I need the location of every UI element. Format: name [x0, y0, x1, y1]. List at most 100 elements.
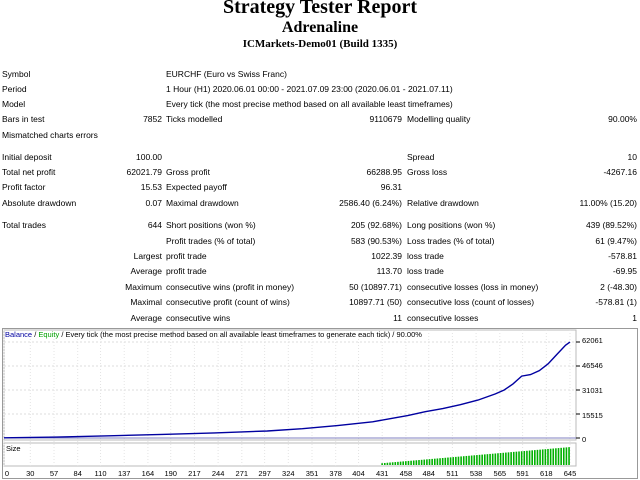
- model-value: Every tick (the most precise method base…: [166, 99, 453, 109]
- x-tick: 431: [375, 469, 389, 478]
- period-value: 1 Hour (H1) 2020.06.01 00:00 - 2021.07.0…: [166, 84, 453, 94]
- size-bar: [557, 448, 560, 465]
- size-label: Size: [6, 444, 21, 453]
- x-tick: 110: [94, 469, 107, 478]
- quality-label: Modelling quality: [407, 114, 471, 124]
- size-bar: [431, 458, 433, 465]
- x-tick: 404: [352, 469, 365, 478]
- absdd-value: 0.07: [145, 198, 162, 208]
- size-bar: [499, 453, 502, 465]
- balance-chart: Balance / Equity / Every tick (the most …: [2, 328, 638, 479]
- largest-label: Largest: [133, 251, 162, 261]
- size-bar: [562, 447, 565, 465]
- x-tick: 511: [446, 469, 459, 478]
- maxdd-value: 2586.40 (6.24%): [339, 198, 402, 208]
- x-tick: 271: [235, 469, 249, 478]
- total-trades-value: 644: [147, 220, 162, 230]
- avg-wins-label: consecutive wins: [166, 313, 231, 323]
- size-bar: [423, 459, 426, 465]
- x-tick: 645: [563, 469, 577, 478]
- legend-balance: Balance: [5, 330, 33, 339]
- reldd-value: 11.00% (15.20): [579, 198, 638, 208]
- avg-wins-value: 11: [393, 313, 402, 323]
- average-loss-value: -69.95: [612, 266, 637, 276]
- size-bar: [476, 455, 478, 465]
- average-label: Average: [130, 266, 162, 276]
- size-bar: [536, 449, 539, 465]
- size-bar: [568, 447, 570, 465]
- maximal-profit-label: consecutive profit (count of wins): [166, 297, 290, 307]
- y-tick: 62061: [582, 336, 603, 345]
- avg-losses-label: consecutive losses: [407, 313, 479, 323]
- size-bar: [491, 453, 494, 465]
- size-bar: [436, 458, 439, 465]
- size-bar: [526, 450, 528, 465]
- size-bar: [552, 448, 555, 465]
- maximum-label: Maximum: [125, 282, 162, 292]
- size-bar: [507, 452, 510, 465]
- maximal-loss-value: -578.81 (1): [595, 297, 637, 307]
- legend-separator: /: [32, 330, 39, 339]
- max-wins-value: 50 (10897.71): [349, 282, 402, 292]
- size-bar: [399, 461, 402, 465]
- size-bar: [465, 455, 468, 465]
- loss-trades-value: 61 (9.47%): [595, 236, 637, 246]
- chart-subtitle: / Every tick (the most precise method ba…: [59, 330, 422, 339]
- size-bar: [441, 458, 444, 465]
- size-bar: [420, 459, 423, 465]
- long-label: Long positions (won %): [407, 220, 496, 230]
- max-losses-label: consecutive losses (loss in money): [407, 282, 539, 292]
- size-bar: [457, 456, 460, 465]
- x-tick: 0: [4, 469, 10, 478]
- size-bar: [534, 450, 536, 465]
- size-bar: [560, 447, 562, 465]
- maximal-label: Maximal: [130, 297, 162, 307]
- x-tick: 618: [540, 469, 553, 478]
- size-bar: [439, 458, 441, 465]
- netprofit-value: 62021.79: [126, 167, 162, 177]
- size-bar: [473, 455, 476, 465]
- x-tick: 538: [469, 469, 483, 478]
- size-bar: [428, 459, 431, 465]
- netprofit-label: Total net profit: [2, 167, 56, 177]
- ticks-value: 9110679: [369, 114, 402, 124]
- size-bar: [418, 460, 420, 465]
- largest-loss-label: loss trade: [407, 251, 444, 261]
- size-bar: [531, 450, 533, 465]
- chart-canvas: [2, 328, 638, 479]
- bars-value: 7852: [143, 114, 162, 124]
- deposit-value: 100.00: [136, 152, 162, 162]
- size-bar: [512, 451, 515, 465]
- average-profit-value: 113.70: [376, 266, 402, 276]
- deposit-label: Initial deposit: [2, 152, 52, 162]
- pf-value: 15.53: [140, 182, 162, 192]
- x-tick: 484: [422, 469, 435, 478]
- loss-trades-label: Loss trades (% of total): [407, 236, 495, 246]
- max-losses-value: 2 (-48.30): [600, 282, 637, 292]
- size-bar: [455, 456, 457, 465]
- size-bar: [505, 452, 507, 465]
- profit-trades-value: 583 (90.53%): [350, 236, 402, 246]
- largest-profit-label: profit trade: [166, 251, 207, 261]
- long-value: 439 (89.52%): [585, 220, 637, 230]
- legend-equity: Equity: [38, 330, 60, 339]
- bars-label: Bars in test: [2, 114, 45, 124]
- x-tick: 244: [211, 469, 225, 478]
- period-label: Period: [2, 84, 27, 94]
- symbol-label: Symbol: [2, 69, 31, 79]
- short-label: Short positions (won %): [166, 220, 256, 230]
- size-bar: [405, 461, 407, 465]
- payoff-label: Expected payoff: [166, 182, 227, 192]
- size-bar: [565, 447, 568, 465]
- size-bar: [449, 457, 452, 465]
- x-tick: 591: [516, 469, 529, 478]
- x-tick: 137: [117, 469, 131, 478]
- size-bar: [481, 454, 483, 465]
- expert-name: Adrenaline: [281, 19, 359, 36]
- size-bar: [510, 452, 512, 465]
- size-bar: [394, 462, 397, 465]
- size-panel: [3, 442, 577, 467]
- size-bar: [502, 452, 505, 465]
- short-value: 205 (92.68%): [350, 220, 402, 230]
- grossloss-value: -4267.16: [603, 167, 637, 177]
